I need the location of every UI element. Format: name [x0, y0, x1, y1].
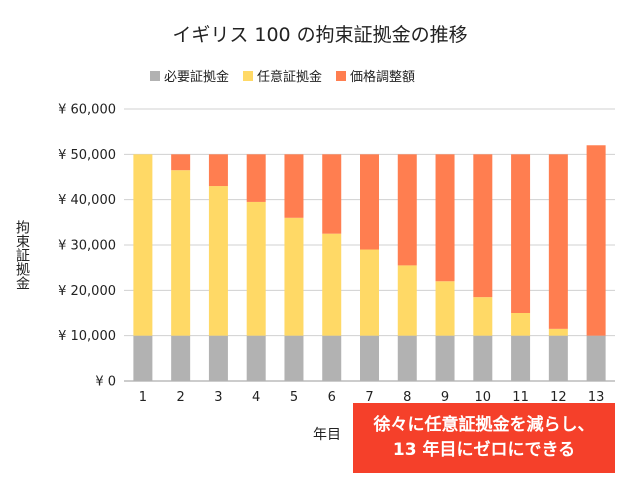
y-tick-label: ¥ 50,000: [58, 148, 116, 163]
bar-segment-optional: [511, 313, 531, 336]
y-axis-label: 拘束証拠金: [14, 220, 30, 290]
y-tick-label: ¥ 30,000: [58, 239, 116, 254]
legend: 必要証拠金 任意証拠金 価格調整額: [150, 66, 415, 85]
y-tick-label: ¥ 20,000: [58, 284, 116, 299]
bar-segment-adjustment: [435, 154, 455, 282]
bar-segment-adjustment: [208, 154, 228, 187]
y-tick-label: ¥ 60,000: [58, 103, 116, 118]
bar-segment-adjustment: [171, 154, 191, 171]
x-tick-label: 4: [252, 390, 260, 405]
bar-segment-adjustment: [397, 154, 417, 266]
bar-segment-optional: [397, 265, 417, 336]
x-tick-label: 6: [328, 390, 336, 405]
bar-segment-optional: [322, 233, 342, 336]
legend-item-optional-margin: 任意証拠金: [243, 66, 322, 85]
bar-segment-optional: [473, 297, 493, 336]
bar-segment-required: [511, 335, 531, 381]
bar-segment-required: [397, 335, 417, 381]
legend-label-optional-margin: 任意証拠金: [257, 70, 323, 85]
bar-segment-adjustment: [586, 145, 606, 336]
bar-segment-required: [133, 335, 153, 381]
legend-item-price-adjustment: 価格調整額: [336, 66, 415, 85]
legend-label-required-margin: 必要証拠金: [164, 70, 230, 85]
x-tick-label: 10: [475, 390, 492, 405]
x-tick-label: 2: [177, 390, 185, 405]
x-tick-label: 12: [550, 390, 567, 405]
y-tick-label: ¥ 0: [95, 375, 116, 390]
legend-swatch-required-margin: [150, 70, 160, 81]
x-tick-label: 8: [403, 390, 411, 405]
bar-segment-required: [473, 335, 493, 381]
x-tick-label: 5: [290, 390, 298, 405]
x-tick-label: 3: [214, 390, 222, 405]
bar-segment-required: [586, 335, 606, 381]
legend-swatch-price-adjustment: [336, 70, 347, 81]
bar-segment-required: [171, 335, 191, 381]
x-tick-label: 9: [441, 390, 449, 405]
bar-segment-optional: [208, 186, 228, 336]
bar-segment-required: [360, 335, 379, 381]
bar-segment-required: [284, 335, 304, 381]
bar-segment-adjustment: [246, 154, 266, 202]
bar-segment-adjustment: [473, 154, 493, 298]
bar-segment-required: [246, 335, 266, 381]
bar-segment-required: [435, 335, 455, 381]
bar-segment-optional: [246, 201, 266, 336]
bar-segment-adjustment: [322, 154, 342, 234]
callout-line-1: 徐々に任意証拠金を減らし、: [373, 415, 595, 436]
bar-segment-optional: [435, 281, 455, 336]
bar-segment-optional: [171, 170, 191, 336]
bar-segment-adjustment: [360, 154, 379, 250]
bar-segment-required: [548, 335, 568, 381]
bar-segment-optional: [360, 249, 379, 336]
x-tick-label: 11: [512, 390, 529, 405]
legend-item-required-margin: 必要証拠金: [150, 66, 229, 85]
legend-swatch-optional-margin: [243, 70, 254, 81]
bar-segment-adjustment: [284, 154, 304, 218]
x-tick-label: 1: [139, 390, 147, 405]
bar-segment-required: [208, 335, 228, 381]
y-tick-label: ¥ 40,000: [58, 193, 116, 208]
x-tick-label: 7: [365, 390, 373, 405]
bar-segment-optional: [284, 217, 304, 336]
bar-segment-optional: [548, 328, 568, 336]
y-tick-label: ¥ 10,000: [58, 329, 116, 344]
bar-segment-adjustment: [511, 154, 531, 313]
bar-segment-adjustment: [548, 154, 568, 329]
callout-line-2: 13 年目にゼロにできる: [392, 440, 576, 460]
bar-segment-required: [322, 335, 342, 381]
legend-label-price-adjustment: 価格調整額: [350, 70, 416, 85]
bar-segment-optional: [133, 154, 153, 336]
x-tick-label: 13: [588, 390, 605, 405]
x-axis-label: 年目: [313, 427, 341, 443]
callout-box: 徐々に任意証拠金を減らし、 13 年目にゼロにできる: [353, 403, 615, 473]
chart-title: イギリス 100 の拘束証拠金の推移: [172, 24, 468, 46]
